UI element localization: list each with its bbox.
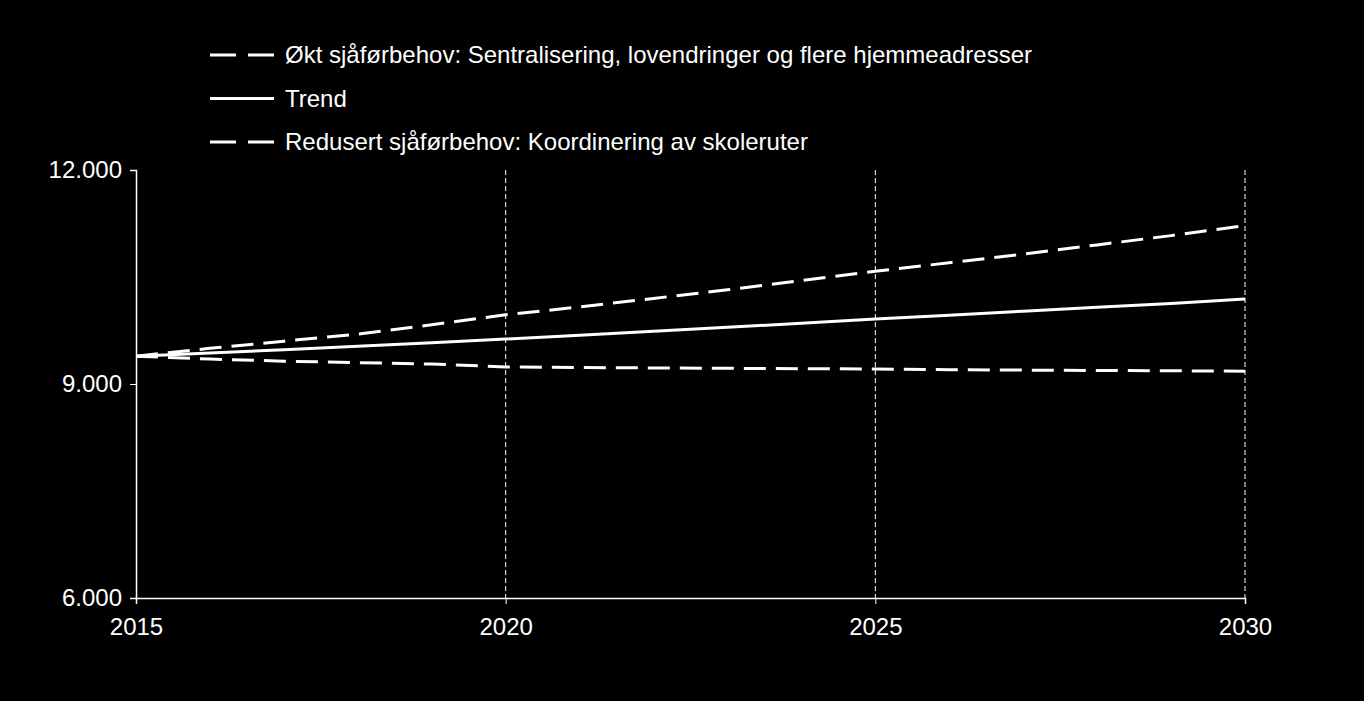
grid-line (875, 170, 876, 598)
axis-line (137, 599, 1246, 605)
line (136, 226, 1245, 357)
tick-label: 2020 (479, 613, 532, 640)
tick: 6.000 (62, 584, 136, 611)
tick: 2030 (1219, 598, 1272, 640)
tick-mark (1245, 598, 1246, 604)
tick: 2020 (479, 598, 532, 640)
tick-label: 2030 (1219, 613, 1272, 640)
legend-swatch (210, 97, 274, 100)
tick: 9.000 (62, 370, 136, 397)
tick-label: 12.000 (49, 156, 122, 183)
tick: 12.000 (49, 156, 136, 183)
plot: 6.000 9.000 12.000 2015 2020 2025 2030 (49, 156, 1273, 640)
series-group (136, 226, 1245, 372)
legend-swatch (210, 54, 274, 57)
legend-swatch (210, 141, 274, 144)
tick-mark (136, 598, 137, 604)
line (136, 356, 1245, 371)
grid-line (505, 170, 506, 598)
legend-label: Trend (285, 85, 347, 112)
tick-label: 2025 (849, 613, 902, 640)
tick-label: 9.000 (62, 370, 122, 397)
legend-label: Økt sjåførbehov: Sentralisering, lovendr… (285, 41, 1032, 68)
legend: Økt sjåførbehov: Sentralisering, lovendr… (210, 41, 1032, 155)
tick-label: 2015 (110, 613, 163, 640)
grid-line (1245, 170, 1246, 598)
x-axis: 2015 2020 2025 2030 (110, 598, 1272, 640)
grid (506, 170, 1245, 598)
tick: 2025 (849, 598, 902, 640)
tick-mark (875, 598, 876, 604)
background (0, 0, 1364, 701)
legend-label: Redusert sjåførbehov: Koordinering av sk… (285, 128, 808, 155)
y-axis: 6.000 9.000 12.000 (49, 156, 137, 611)
tick-mark (506, 598, 507, 604)
axis-line (130, 171, 137, 599)
tick-mark (130, 598, 136, 599)
chart: 6.000 9.000 12.000 2015 2020 2025 2030 Økt sjåf… (0, 0, 1364, 701)
legend-item: Trend (210, 85, 347, 112)
tick-label: 6.000 (62, 584, 122, 611)
tick-mark (130, 170, 136, 171)
legend-item: Redusert sjåførbehov: Koordinering av sk… (210, 128, 808, 155)
legend-item: Økt sjåførbehov: Sentralisering, lovendr… (210, 41, 1032, 68)
tick: 2015 (110, 598, 163, 640)
tick-mark (130, 384, 136, 385)
line (136, 299, 1245, 356)
